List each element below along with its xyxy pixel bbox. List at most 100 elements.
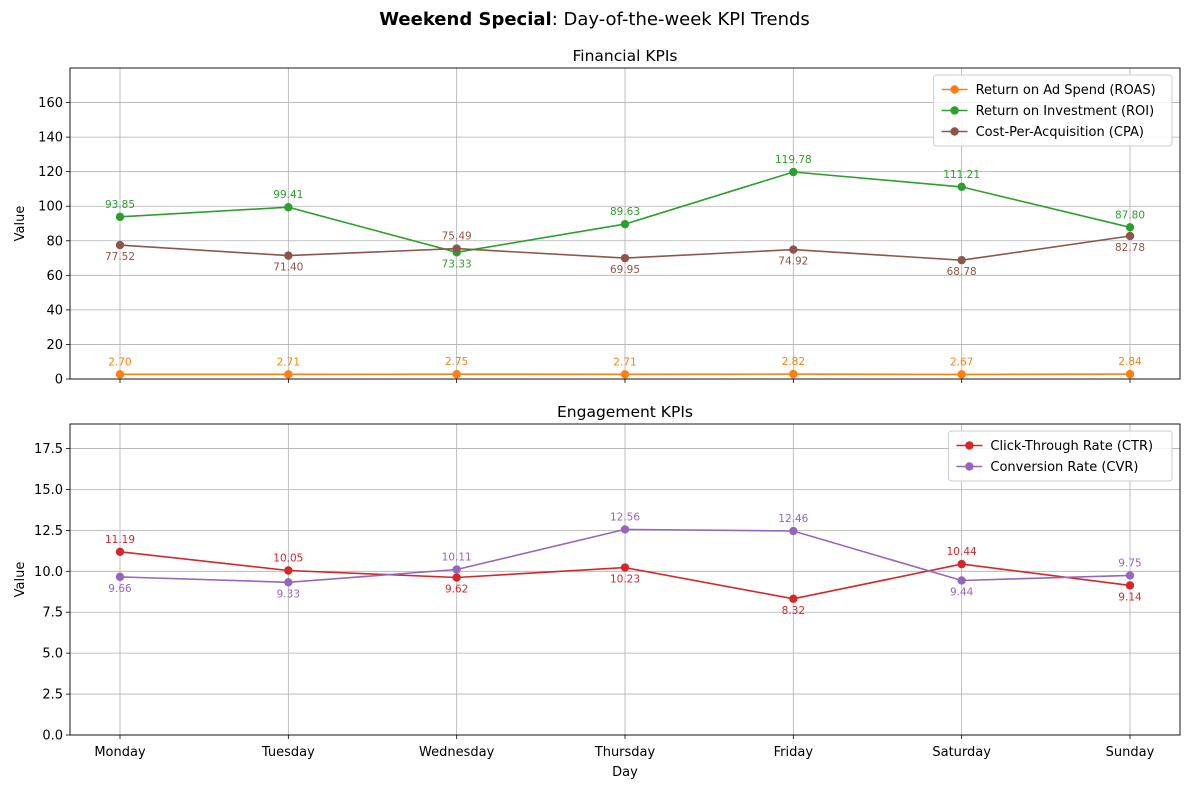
chart2-series-2-point — [957, 576, 966, 585]
figure-title-bold: Weekend Special — [379, 9, 552, 30]
chart1-series-2-point — [1125, 223, 1135, 232]
chart1-y-tick-label: 0 — [55, 373, 63, 388]
chart2-x-tick-label: Sunday — [1106, 745, 1155, 760]
chart1-y-tick-label: 80 — [46, 234, 63, 249]
chart1-series-2-point — [957, 182, 966, 192]
chart1-series-1-point — [620, 370, 630, 379]
chart1-series-1-point — [1125, 369, 1135, 379]
chart2-series-2-point — [1125, 571, 1135, 580]
chart1-series-1-point — [452, 370, 461, 379]
chart1-series-3-point — [284, 251, 293, 260]
chart2-series-1-point — [620, 563, 630, 572]
chart2-data-label: 8.32 — [782, 605, 805, 617]
chart1-legend-marker — [950, 127, 959, 136]
chart1-legend-box — [933, 74, 1173, 147]
chart1-data-label: 75.49 — [442, 231, 472, 243]
chart2-data-label: 9.62 — [445, 584, 468, 596]
chart1-y-tick-label: 140 — [38, 131, 63, 146]
chart2-data-label: 12.56 — [610, 511, 640, 523]
chart2-data-label: 12.46 — [778, 513, 808, 525]
chart2-series-2-point — [115, 572, 125, 582]
chart1-y-tick-label: 160 — [38, 96, 63, 111]
chart2-y-tick-label: 2.5 — [42, 688, 63, 703]
chart1-y-tick-label: 20 — [46, 338, 63, 353]
chart2-legend-box — [947, 430, 1173, 482]
chart2-y-tick-label: 12.5 — [34, 524, 63, 539]
chart1-y-tick-label: 60 — [46, 269, 63, 284]
chart1-series-2-point — [115, 212, 125, 222]
chart2-data-label: 9.44 — [950, 586, 974, 598]
chart2-series-1-point — [284, 566, 293, 575]
chart2-data-label: 10.23 — [610, 574, 640, 586]
chart1-legend-marker — [950, 85, 959, 94]
chart1-data-label: 89.63 — [610, 206, 640, 218]
chart1-data-label: 2.71 — [277, 356, 300, 368]
chart2-y-tick-label: 5.0 — [42, 647, 63, 662]
chart1-data-label: 119.78 — [775, 154, 812, 166]
chart1-legend-label: Return on Ad Spend (ROAS) — [976, 83, 1156, 98]
chart2-series-2-point — [620, 525, 630, 534]
chart2-series-1-point — [957, 559, 966, 569]
chart1-data-label: 71.40 — [273, 262, 303, 274]
chart2-y-tick-label: 7.5 — [42, 606, 63, 621]
chart2-title: Engagement KPIs — [557, 403, 693, 421]
chart2-data-label: 9.66 — [108, 583, 132, 595]
chart1-data-label: 111.21 — [943, 169, 980, 181]
chart2-data-label: 9.14 — [1118, 591, 1142, 603]
chart2-series-2-point — [789, 526, 798, 536]
chart2-legend-label: Conversion Rate (CVR) — [990, 460, 1138, 475]
chart2-axes-frame — [69, 423, 1181, 736]
chart1-series-2-point — [789, 167, 798, 177]
chart2-series-2-point — [452, 565, 461, 574]
chart1-legend-label: Cost-Per-Acquisition (CPA) — [976, 125, 1144, 140]
chart1-series-1-point — [284, 370, 293, 379]
chart2-data-label: 10.44 — [947, 546, 977, 558]
chart1-axes-frame — [69, 67, 1181, 380]
chart1-data-label: 99.41 — [273, 189, 303, 201]
figure-title-rest: : Day-of-the-week KPI Trends — [551, 9, 810, 30]
chart1-y-axis-label: Value — [13, 206, 28, 242]
chart2-x-tick-label: Saturday — [932, 745, 991, 760]
chart2-x-tick-label: Friday — [774, 745, 814, 760]
chart2-x-tick-label: Wednesday — [419, 745, 495, 760]
chart2-x-tick-label: Tuesday — [261, 745, 315, 760]
chart1-data-label: 77.52 — [105, 251, 135, 263]
chart1-data-label: 2.70 — [108, 356, 131, 368]
chart1-series-2-point — [284, 203, 293, 212]
chart2-x-tick-label: Thursday — [594, 745, 656, 760]
chart1-y-tick-label: 40 — [46, 303, 63, 318]
chart2-series-1-point — [789, 594, 798, 604]
chart1-legend-label: Return on Investment (ROI) — [976, 104, 1155, 119]
chart1-series-3-point — [1125, 231, 1135, 241]
chart2-data-label: 10.05 — [273, 552, 303, 564]
chart2-series-1-point — [1125, 581, 1135, 590]
chart1-series-1-point — [115, 370, 125, 379]
chart2-y-axis-label: Value — [13, 562, 28, 598]
chart1-y-tick-label: 120 — [38, 165, 63, 180]
chart1-data-label: 93.85 — [105, 199, 135, 211]
chart1-data-label: 69.95 — [610, 264, 640, 276]
chart1-data-label: 2.71 — [613, 356, 636, 368]
figure-title: Weekend Special: Day-of-the-week KPI Tre… — [0, 9, 1189, 30]
chart2-x-axis-label: Day — [612, 765, 638, 780]
chart2-legend-marker — [965, 462, 974, 471]
chart2-legend-label: Click-Through Rate (CTR) — [990, 439, 1153, 454]
chart1-series-3-point — [452, 244, 461, 253]
chart2-series-1-point — [115, 547, 125, 557]
chart1-title: Financial KPIs — [573, 47, 678, 65]
chart1-data-label: 74.92 — [778, 256, 808, 268]
chart1-data-label: 2.75 — [445, 356, 468, 368]
chart1-data-label: 73.33 — [442, 258, 472, 270]
chart2-data-label: 9.75 — [1118, 557, 1141, 569]
chart1-series-3-point — [620, 253, 630, 263]
chart2-data-label: 9.33 — [277, 588, 300, 600]
chart1-series-1-point — [957, 370, 966, 379]
chart1-data-label: 82.78 — [1115, 242, 1145, 254]
chart2-series-2-point — [284, 578, 293, 587]
chart1-data-label: 2.84 — [1118, 356, 1142, 368]
chart2-y-tick-label: 10.0 — [34, 565, 63, 580]
chart2-y-tick-label: 0.0 — [42, 729, 63, 744]
chart1-series-1-point — [789, 369, 798, 379]
chart1-data-label: 87.80 — [1115, 209, 1145, 221]
